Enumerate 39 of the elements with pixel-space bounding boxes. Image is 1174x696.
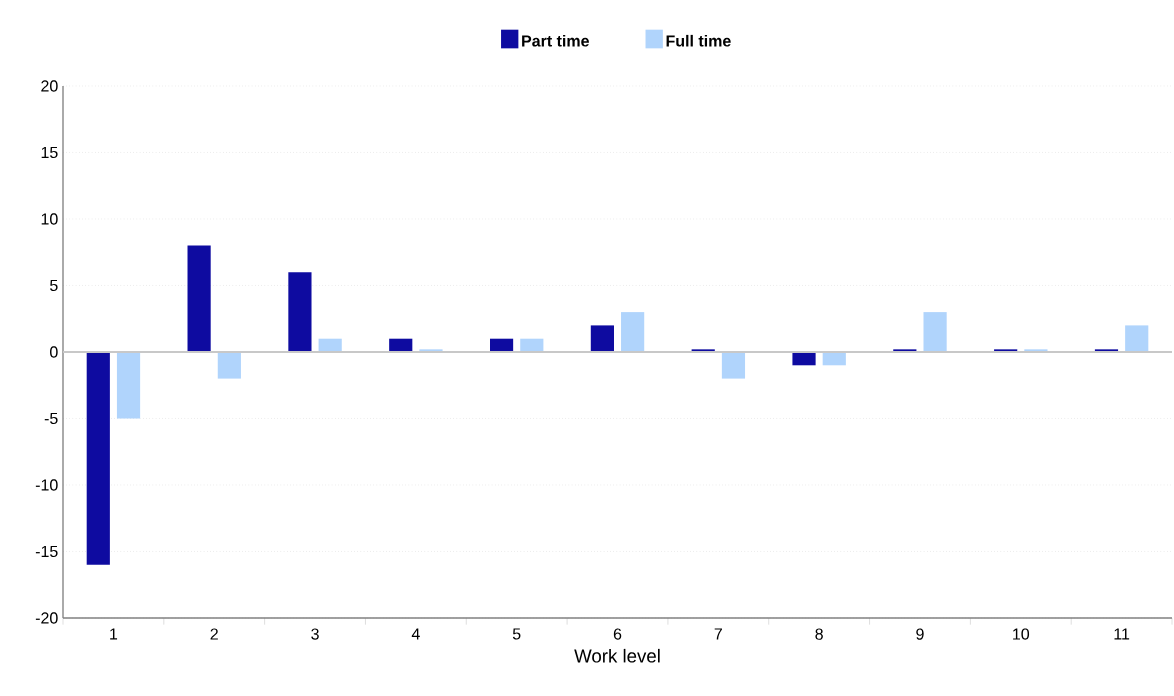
bar (318, 338, 342, 352)
bar (520, 338, 544, 352)
x-tick-label: 3 (311, 628, 319, 640)
bar (923, 312, 947, 352)
legend-label: Part time (522, 34, 589, 47)
x-tick-label: 6 (613, 628, 622, 640)
y-tick-label: 20 (41, 80, 58, 92)
bar (792, 352, 816, 366)
y-tick-label: 10 (41, 213, 58, 225)
y-tick-label: -5 (44, 412, 58, 425)
bar (590, 325, 614, 352)
x-tick-label: 5 (512, 628, 521, 640)
x-tick-label: 10 (1013, 628, 1030, 640)
x-tick-label: 7 (714, 628, 722, 640)
bar (822, 352, 846, 366)
y-tick-label: 0 (50, 346, 58, 358)
bar (389, 338, 413, 352)
bar (116, 352, 141, 419)
x-tick-label: 4 (411, 628, 420, 640)
y-tick-label: 15 (41, 146, 58, 159)
bar (721, 352, 746, 379)
x-axis-title: Work level (574, 648, 660, 663)
x-tick-label: 11 (1114, 628, 1130, 640)
y-tick-label: -20 (35, 612, 58, 624)
x-tick-label: 2 (210, 628, 218, 640)
x-tick-label: 1 (110, 628, 118, 640)
bar (621, 312, 645, 352)
legend-label: Full time (666, 34, 731, 47)
y-tick-label: 5 (50, 279, 58, 292)
x-tick-label: 8 (815, 628, 823, 640)
bar (489, 338, 514, 352)
y-tick-label: -15 (35, 545, 58, 558)
x-tick-label: 9 (916, 628, 924, 640)
bar (1125, 325, 1149, 352)
bar (288, 272, 312, 352)
y-tick-label: -10 (35, 479, 58, 491)
bar (86, 352, 110, 565)
bar (217, 352, 241, 379)
bar (187, 245, 211, 352)
